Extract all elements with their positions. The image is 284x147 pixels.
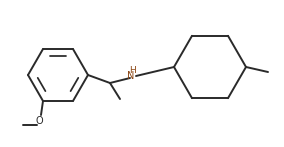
Text: N: N	[127, 71, 135, 81]
Text: O: O	[35, 116, 43, 126]
Text: H: H	[130, 66, 136, 75]
